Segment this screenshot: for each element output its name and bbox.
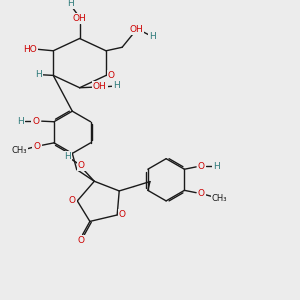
Text: OH: OH	[73, 14, 86, 23]
Text: H: H	[64, 152, 71, 161]
Text: HO: HO	[23, 44, 37, 53]
Text: OH: OH	[129, 25, 143, 34]
Text: O: O	[108, 71, 115, 80]
Text: CH₃: CH₃	[11, 146, 27, 155]
Text: O: O	[198, 189, 205, 198]
Text: O: O	[68, 196, 76, 206]
Text: O: O	[119, 211, 126, 220]
Text: O: O	[77, 236, 84, 245]
Text: O: O	[78, 160, 85, 169]
Text: H: H	[17, 117, 24, 126]
Text: H: H	[35, 70, 42, 79]
Text: H: H	[113, 82, 120, 91]
Text: CH₃: CH₃	[212, 194, 227, 203]
Text: H: H	[67, 0, 74, 8]
Text: O: O	[32, 117, 39, 126]
Text: O: O	[34, 142, 40, 151]
Text: H: H	[213, 162, 220, 171]
Text: O: O	[198, 162, 205, 171]
Text: H: H	[150, 32, 156, 41]
Text: OH: OH	[93, 82, 106, 91]
